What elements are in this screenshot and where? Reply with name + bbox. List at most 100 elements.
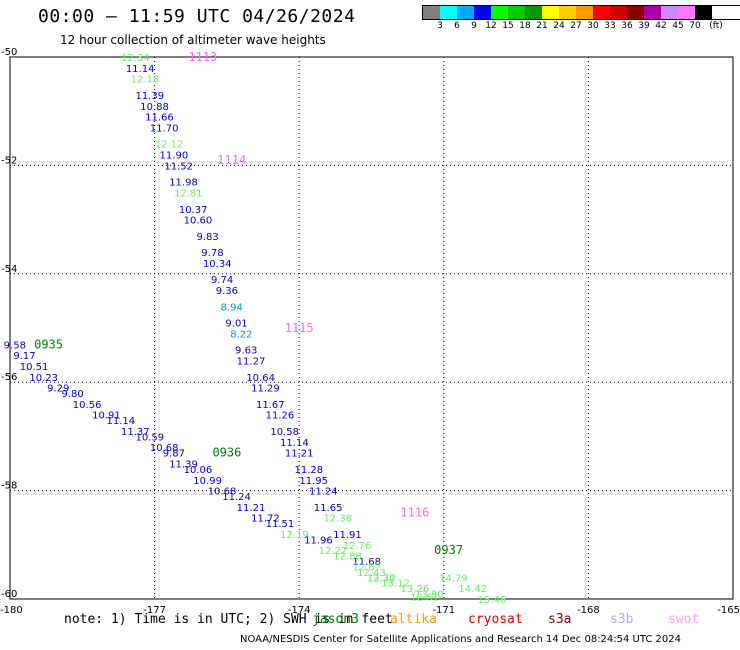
swh-value-label: 11.67: [256, 400, 285, 411]
swh-value-label: 10.58: [270, 427, 299, 438]
time-label: 0937: [434, 543, 463, 557]
swh-value-label: 15.46: [478, 595, 507, 606]
y-tick-label: -58: [1, 481, 17, 492]
x-tick-label: -177: [143, 605, 166, 616]
swh-value-label: 11.14: [126, 64, 155, 75]
swh-value-label: 10.91: [92, 411, 121, 422]
satellite-label-s3b: s3b: [610, 612, 634, 627]
legend-label: 45: [672, 21, 684, 31]
plot-frame: [9, 56, 734, 600]
legend-swatch: [440, 6, 457, 19]
swh-value-label: 9.36: [216, 286, 238, 297]
swh-value-label: 9.83: [196, 232, 218, 243]
legend-label: 24: [553, 21, 565, 31]
x-tick-label: -171: [432, 605, 455, 616]
y-tick-label: -56: [1, 372, 17, 383]
swh-value-label: 10.34: [203, 259, 232, 270]
legend-label: 6: [454, 21, 460, 31]
x-tick-label: -180: [0, 605, 23, 616]
swh-value-label: 10.51: [20, 362, 49, 373]
swh-value-label: 11.65: [314, 503, 343, 514]
swh-value-label: 11.52: [164, 161, 193, 172]
satellite-label-s3a: s3a: [548, 612, 572, 627]
legend-swatch: [508, 6, 525, 19]
legend-swatch: [525, 6, 542, 19]
swh-value-label: 10.06: [184, 465, 213, 476]
legend-swatch: [559, 6, 576, 19]
swh-value-label: 11.14: [107, 416, 136, 427]
legend-label: 18: [519, 21, 531, 31]
swh-value-label: 11.37: [121, 427, 150, 438]
swh-value-label: 11.14: [280, 438, 309, 449]
swh-value-label: 11.51: [266, 519, 295, 530]
legend-swatch: [678, 6, 695, 19]
swh-value-label: 9.87: [163, 449, 185, 460]
legend-label: (ft): [709, 21, 723, 31]
swh-value-label: 11.21: [285, 449, 314, 460]
y-tick-label: -52: [1, 155, 17, 166]
time-label: 1114: [217, 153, 246, 167]
swh-value-label: 11.24: [222, 492, 251, 503]
swh-value-label: 9.78: [201, 248, 223, 259]
legend-label: 33: [604, 21, 616, 31]
legend-swatch: [474, 6, 491, 19]
legend-label: 36: [621, 21, 633, 31]
swh-value-label: 12.61: [410, 592, 439, 603]
satellite-label-jason3: jason3: [312, 612, 359, 627]
satellite-label-altika: altika: [390, 612, 437, 627]
y-tick-label: -54: [1, 264, 17, 275]
swh-value-label: 10.68: [150, 443, 179, 454]
legend-swatch: [593, 6, 610, 19]
swh-value-label: 8.94: [221, 302, 243, 313]
swh-value-label: 11.24: [309, 487, 338, 498]
legend-label: 27: [570, 21, 582, 31]
swh-value-label: 11.39: [135, 91, 164, 102]
x-tick-label: -165: [717, 605, 740, 616]
legend-swatch: [627, 6, 644, 19]
time-label: 0935: [34, 337, 63, 351]
swh-value-label: 11.90: [160, 151, 189, 162]
swh-value-label: 9.63: [235, 346, 257, 357]
swh-value-label: 12.76: [343, 541, 372, 552]
swh-value-label: 12.18: [131, 75, 160, 86]
swh-value-label: 10.64: [246, 373, 275, 384]
swh-value-label: 13.30: [367, 573, 396, 584]
y-tick-label: -60: [1, 589, 17, 600]
legend-swatch: [661, 6, 678, 19]
legend-label: 12: [485, 21, 497, 31]
swh-value-label: 11.21: [237, 503, 266, 514]
swh-value-label: 12.87: [352, 562, 381, 573]
swh-value-label: 13.26: [401, 584, 430, 595]
swh-value-label: 11.28: [295, 465, 324, 476]
chart-subtitle: 12 hour collection of altimeter wave hei…: [60, 33, 326, 47]
swh-value-label: 11.29: [251, 384, 280, 395]
swh-value-label: 12.19: [280, 530, 309, 541]
legend-swatch: [457, 6, 474, 19]
swh-value-label: 11.68: [352, 557, 381, 568]
swh-value-label: 12.38: [323, 514, 352, 525]
swh-value-label: 8.22: [230, 329, 252, 340]
swh-value-label: 10.88: [140, 102, 169, 113]
time-label: 1115: [285, 321, 314, 335]
time-label: 0936: [212, 446, 241, 460]
swh-value-label: 9.17: [13, 351, 35, 362]
legend-label: 15: [502, 21, 514, 31]
legend-label: 39: [638, 21, 650, 31]
swh-value-label: 11.95: [299, 476, 328, 487]
swh-value-label: 9.74: [211, 275, 233, 286]
swh-value-label: 12.34: [121, 53, 150, 64]
legend-swatch: [644, 6, 661, 19]
chart-title: 00:00 — 11:59 UTC 04/26/2024: [38, 6, 356, 27]
swh-value-label: 9.80: [62, 389, 84, 400]
swh-value-label: 10.59: [135, 432, 164, 443]
swh-value-label: 12.22: [319, 546, 348, 557]
swh-value-label: 11.66: [145, 113, 174, 124]
swh-value-label: 10.56: [73, 400, 102, 411]
time-label: 1113: [188, 50, 217, 64]
swh-value-label: 11.98: [169, 178, 198, 189]
legend-label: 3: [437, 21, 443, 31]
legend-swatches: [422, 5, 740, 20]
swh-value-label: 11.72: [251, 514, 280, 525]
